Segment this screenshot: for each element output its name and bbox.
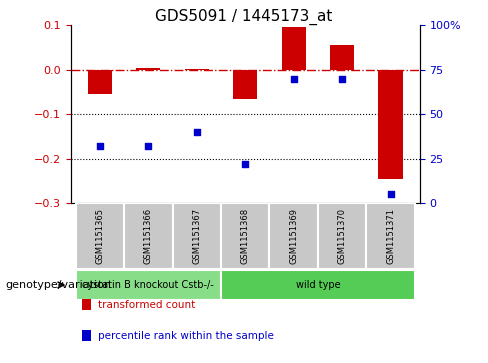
Bar	[124, 203, 173, 269]
Text: GSM1151371: GSM1151371	[386, 208, 395, 264]
Bar	[136, 68, 161, 70]
Bar	[330, 45, 354, 70]
Bar	[318, 203, 366, 269]
Bar	[82, 330, 91, 341]
Text: GSM1151369: GSM1151369	[289, 208, 298, 264]
Text: genotype/variation: genotype/variation	[5, 280, 111, 290]
Text: GSM1151370: GSM1151370	[338, 208, 346, 264]
Bar	[88, 70, 112, 94]
Bar	[221, 270, 415, 300]
Text: percentile rank within the sample: percentile rank within the sample	[98, 331, 273, 341]
Point	[290, 76, 298, 82]
Text: GDS5091 / 1445173_at: GDS5091 / 1445173_at	[155, 9, 333, 25]
Bar	[269, 203, 318, 269]
Point	[386, 192, 394, 197]
Bar	[82, 299, 91, 310]
Point	[96, 143, 104, 149]
Text: GSM1151368: GSM1151368	[241, 208, 250, 264]
Text: GSM1151365: GSM1151365	[95, 208, 104, 264]
Text: cystatin B knockout Cstb-/-: cystatin B knockout Cstb-/-	[82, 280, 214, 290]
Bar	[173, 203, 221, 269]
Point	[193, 129, 201, 135]
Point	[338, 76, 346, 82]
Bar	[282, 27, 306, 70]
Point	[144, 143, 152, 149]
Bar	[76, 203, 124, 269]
Text: wild type: wild type	[296, 280, 340, 290]
Bar	[184, 69, 209, 70]
Bar	[221, 203, 269, 269]
Bar	[233, 70, 257, 99]
Text: GSM1151366: GSM1151366	[144, 208, 153, 264]
Bar	[379, 70, 403, 179]
Bar	[366, 203, 415, 269]
Bar	[76, 270, 221, 300]
Point	[242, 161, 249, 167]
Text: GSM1151367: GSM1151367	[192, 208, 201, 264]
Text: transformed count: transformed count	[98, 300, 195, 310]
